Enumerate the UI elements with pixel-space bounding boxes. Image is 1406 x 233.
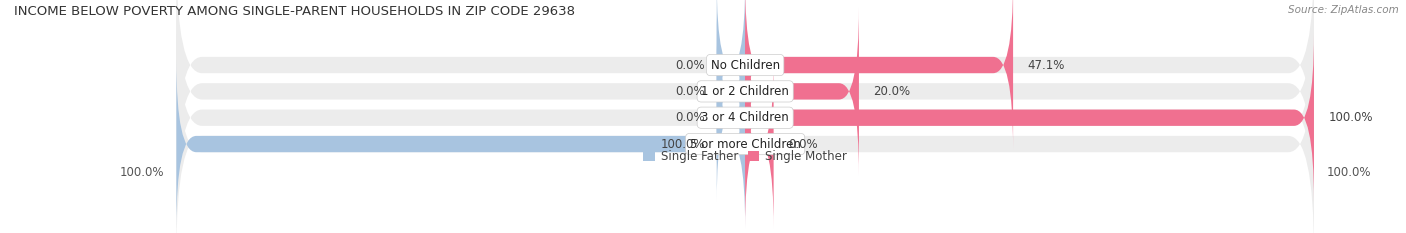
FancyBboxPatch shape	[176, 7, 1315, 228]
Text: 0.0%: 0.0%	[676, 111, 706, 124]
Text: 100.0%: 100.0%	[120, 166, 165, 179]
Text: 100.0%: 100.0%	[1329, 111, 1372, 124]
Text: 5 or more Children: 5 or more Children	[690, 137, 800, 151]
Text: 0.0%: 0.0%	[787, 137, 817, 151]
Text: INCOME BELOW POVERTY AMONG SINGLE-PARENT HOUSEHOLDS IN ZIP CODE 29638: INCOME BELOW POVERTY AMONG SINGLE-PARENT…	[14, 5, 575, 18]
Text: 20.0%: 20.0%	[873, 85, 910, 98]
FancyBboxPatch shape	[176, 0, 1315, 202]
FancyBboxPatch shape	[745, 0, 1014, 149]
FancyBboxPatch shape	[717, 34, 745, 202]
FancyBboxPatch shape	[717, 0, 745, 149]
FancyBboxPatch shape	[176, 34, 1315, 233]
FancyBboxPatch shape	[745, 60, 773, 228]
FancyBboxPatch shape	[717, 7, 745, 175]
Text: 3 or 4 Children: 3 or 4 Children	[702, 111, 789, 124]
Legend: Single Father, Single Mother: Single Father, Single Mother	[638, 145, 852, 168]
Text: 100.0%: 100.0%	[1326, 166, 1371, 179]
FancyBboxPatch shape	[176, 0, 1315, 175]
FancyBboxPatch shape	[745, 34, 1315, 202]
Text: 1 or 2 Children: 1 or 2 Children	[702, 85, 789, 98]
Text: 47.1%: 47.1%	[1028, 58, 1064, 72]
Text: 0.0%: 0.0%	[676, 85, 706, 98]
Text: No Children: No Children	[710, 58, 780, 72]
Text: 100.0%: 100.0%	[661, 137, 706, 151]
Text: 0.0%: 0.0%	[676, 58, 706, 72]
Text: Source: ZipAtlas.com: Source: ZipAtlas.com	[1288, 5, 1399, 15]
FancyBboxPatch shape	[745, 7, 859, 175]
FancyBboxPatch shape	[176, 60, 745, 228]
